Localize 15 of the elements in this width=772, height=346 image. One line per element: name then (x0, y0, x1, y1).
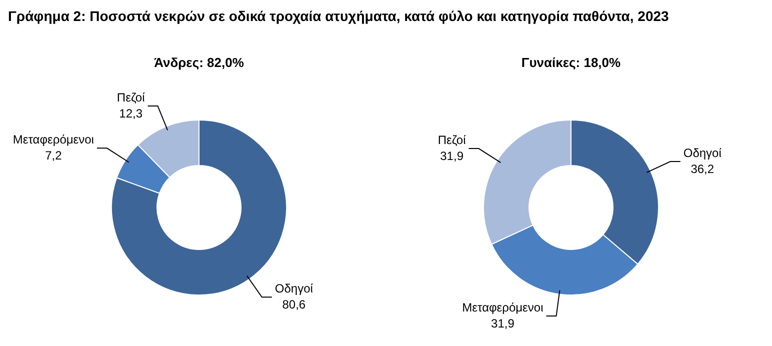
slice-label: Μεταφερόμενοι (12, 132, 94, 146)
slice-label: Πεζοί (438, 132, 466, 147)
slice-label: Οδηγοί (274, 281, 314, 296)
data-label: 36,2 (690, 162, 714, 176)
data-label: 12,3 (119, 106, 143, 120)
data-label: 80,6 (282, 297, 306, 312)
slice-label: Οδηγοί (683, 146, 722, 160)
data-label: 31,9 (440, 148, 464, 163)
chart-subtitle: Γυναίκες: 18,0% (520, 55, 622, 72)
data-label: 7,2 (45, 148, 62, 162)
slice-label: Πεζοί (116, 90, 146, 104)
chart-subtitle: Άνδρες: 82,0% (153, 55, 245, 72)
data-label: 31,9 (491, 316, 515, 330)
slice-label: Μεταφερόμενοι (462, 300, 544, 314)
chart-title: Γράφημα 2: Ποσοστά νεκρών σε οδικά τροχαία ατυχήματα, κατά φύλο και κατηγορία παθόντα, 2023 (8, 8, 669, 24)
